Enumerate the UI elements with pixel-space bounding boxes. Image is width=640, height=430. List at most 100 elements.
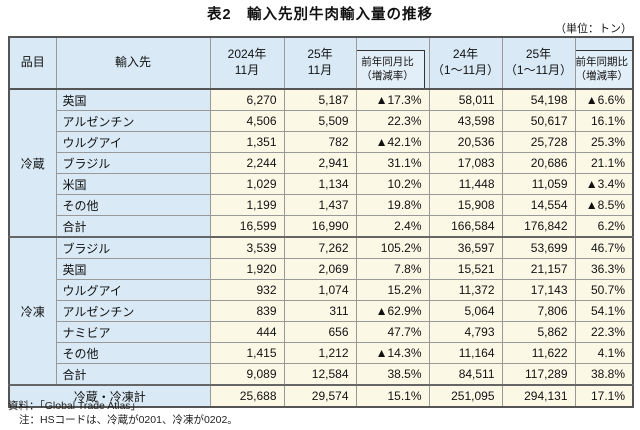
- table-row: 米国 1,029 1,134 10.2% 11,448 11,059 ▲3.4%: [9, 173, 634, 195]
- table-cell: 1,212: [283, 342, 357, 364]
- table-cell: 20,536: [428, 131, 503, 153]
- table-cell: 11,059: [501, 173, 576, 195]
- table-cell: 38.5%: [355, 363, 430, 386]
- table-cell: 9,089: [209, 363, 285, 386]
- import-source-label: その他: [55, 342, 211, 364]
- import-source-label: ウルグアイ: [55, 279, 211, 301]
- subtotal-label: 合計: [55, 363, 211, 386]
- header-row: 品目 輸入先 2024年 11月 25年 11月 前年同月比 （増減率）: [8, 36, 634, 90]
- table-row: 英国 1,920 2,069 7.8% 15,521 21,157 36.3%: [9, 258, 634, 280]
- header-line: 25年: [525, 47, 552, 62]
- header-line: （1～11月）: [504, 63, 573, 77]
- table-cell: 14,554: [501, 194, 576, 216]
- table-cell: 1,437: [283, 194, 357, 216]
- table-cell: 21,157: [501, 258, 576, 280]
- table-cell: 31.1%: [355, 152, 430, 174]
- table-cell: 6.2%: [574, 215, 634, 238]
- table-cell: 17,143: [501, 279, 576, 301]
- header-line: 前年同月比: [361, 56, 414, 69]
- table-row: アルゼンチン 839 311 ▲62.9% 5,064 7,806 54.1%: [9, 300, 634, 322]
- column-header-25-11: 25年 11月: [283, 36, 357, 90]
- header-line: 11月: [234, 63, 260, 77]
- table-cell: 105.2%: [355, 236, 430, 259]
- column-header-item: 品目: [8, 36, 57, 90]
- table-row: ナミビア 444 656 47.7% 4,793 5,862 22.3%: [9, 321, 634, 343]
- table-cell: 15.1%: [355, 384, 430, 408]
- table-cell: 16,599: [209, 215, 285, 238]
- column-header-yoy-month: 前年同月比 （増減率）: [355, 36, 430, 90]
- table-cell: ▲8.5%: [574, 194, 634, 216]
- header-line: 前年同期比: [575, 56, 628, 69]
- table-cell: 1,029: [209, 173, 285, 195]
- import-source-label: ウルグアイ: [55, 131, 211, 153]
- table-cell: 15,521: [428, 258, 503, 280]
- grand-total-row: 冷蔵・冷凍計 25,688 29,574 15.1% 251,095 294,1…: [8, 384, 634, 408]
- table-cell: 58,011: [428, 88, 503, 111]
- table-row: その他 1,199 1,437 19.8% 15,908 14,554 ▲8.5…: [9, 194, 634, 216]
- table-cell: 16,990: [283, 215, 357, 238]
- import-source-label: ブラジル: [55, 152, 211, 174]
- table-cell: 2,941: [283, 152, 357, 174]
- table-cell: 36.3%: [574, 258, 634, 280]
- table-cell: 53,699: [501, 236, 576, 259]
- hs-code-note: 注：HSコードは、冷蔵が0201、冷凍が0202。: [19, 414, 238, 426]
- footnotes: 資料：「Global Trade Atlas」 注：HSコードは、冷蔵が0201…: [8, 399, 238, 427]
- header-line: （1～11月）: [431, 63, 500, 77]
- table-cell: 46.7%: [574, 236, 634, 259]
- table-cell: 656: [283, 321, 357, 343]
- table-cell: 17.1%: [574, 384, 634, 408]
- import-source-label: アルゼンチン: [55, 300, 211, 322]
- table-cell: 251,095: [428, 384, 503, 408]
- table-cell: 311: [283, 300, 357, 322]
- header-line: 25年: [307, 47, 333, 62]
- table-cell: 1,074: [283, 279, 357, 301]
- import-source-label: その他: [55, 194, 211, 216]
- table-cell: 12,584: [283, 363, 357, 386]
- table-cell: 4,793: [428, 321, 503, 343]
- table-cell: 15,908: [428, 194, 503, 216]
- table-cell: 22.3%: [574, 321, 634, 343]
- table-cell: 21.1%: [574, 152, 634, 174]
- table-cell: 5,064: [428, 300, 503, 322]
- table-cell: 20,686: [501, 152, 576, 174]
- imports-table: 品目 輸入先 2024年 11月 25年 11月 前年同月比 （増減率）: [8, 36, 634, 408]
- table-cell: 43,598: [428, 110, 503, 132]
- table-cell: 4,506: [209, 110, 285, 132]
- table-cell: 932: [209, 279, 285, 301]
- table-cell: 2,069: [283, 258, 357, 280]
- header-line: （増減率）: [361, 69, 414, 82]
- table-cell: 54.1%: [574, 300, 634, 322]
- header-line: 2024年: [227, 47, 267, 62]
- unit-label: （単位：トン）: [555, 23, 632, 35]
- import-source-label: 米国: [55, 173, 211, 195]
- table-cell: 176,842: [501, 215, 576, 238]
- column-header-24-jan-nov: 24年 （1～11月）: [428, 36, 503, 90]
- header-line: 24年: [452, 47, 479, 62]
- table-row: ウルグアイ 932 1,074 15.2% 11,372 17,143 50.7…: [9, 279, 634, 301]
- table-cell: 84,511: [428, 363, 503, 386]
- table-cell: 25,728: [501, 131, 576, 153]
- table-cell: 11,164: [428, 342, 503, 364]
- column-header-yoy-period: 前年同期比 （増減率）: [574, 36, 634, 90]
- header-line: 11月: [307, 63, 333, 77]
- table-cell: 11,448: [428, 173, 503, 195]
- table-cell: 1,134: [283, 173, 357, 195]
- table-cell: ▲14.3%: [355, 342, 430, 364]
- table-cell: 38.8%: [574, 363, 634, 386]
- table-cell: 10.2%: [355, 173, 430, 195]
- table-row: ウルグアイ 1,351 782 ▲42.1% 20,536 25,728 25.…: [9, 131, 634, 153]
- table-row: 冷蔵 英国 6,270 5,187 ▲17.3% 58,011 54,198 ▲…: [8, 88, 634, 238]
- table-cell: ▲17.3%: [355, 88, 430, 111]
- import-source-label: 英国: [55, 88, 211, 111]
- table-cell: ▲6.6%: [574, 88, 634, 111]
- table-cell: 6,270: [209, 88, 285, 111]
- category-label-frozen: 冷凍: [8, 236, 57, 386]
- subtotal-label: 合計: [55, 215, 211, 238]
- yoy-period-box: 前年同期比 （増減率）: [575, 50, 632, 87]
- import-source-label: 英国: [55, 258, 211, 280]
- table-cell: 11,622: [501, 342, 576, 364]
- table-cell: 50.7%: [574, 279, 634, 301]
- table-cell: 54,198: [501, 88, 576, 111]
- table-cell: 117,289: [501, 363, 576, 386]
